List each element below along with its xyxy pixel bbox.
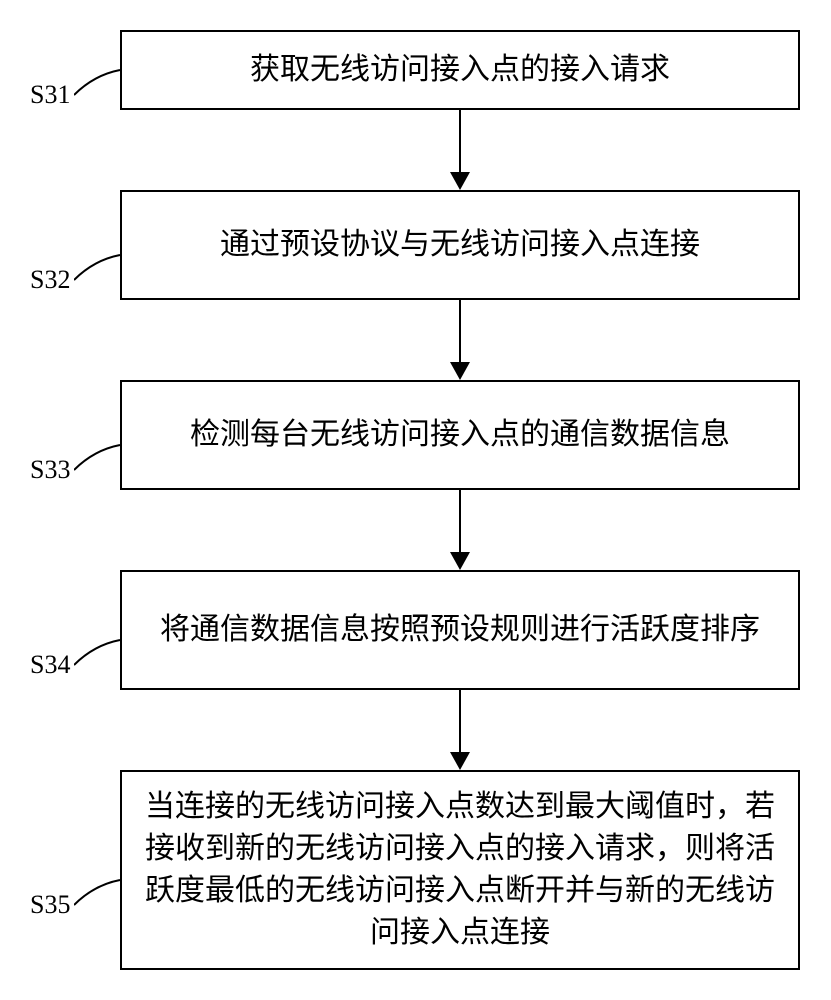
arrow-3 (459, 490, 461, 552)
step-label-s31: S31 (30, 80, 70, 110)
arrow-head-1 (450, 172, 470, 190)
step-box-s31: 获取无线访问接入点的接入请求 (120, 30, 800, 110)
label-connector-s31 (74, 60, 124, 110)
step-text-s31: 获取无线访问接入点的接入请求 (250, 49, 670, 91)
label-connector-s35 (74, 870, 124, 920)
label-connector-s34 (74, 630, 124, 680)
label-connector-s32 (74, 245, 124, 295)
arrow-head-3 (450, 552, 470, 570)
step-label-s33: S33 (30, 455, 70, 485)
flowchart-diagram: 获取无线访问接入点的接入请求 S31 通过预设协议与无线访问接入点连接 S32 … (0, 0, 831, 1000)
arrow-head-2 (450, 362, 470, 380)
arrow-2 (459, 300, 461, 362)
step-text-s35: 当连接的无线访问接入点数达到最大阈值时，若接收到新的无线访问接入点的接入请求，则… (142, 786, 778, 954)
step-text-s34: 将通信数据信息按照预设规则进行活跃度排序 (160, 609, 760, 651)
step-text-s33: 检测每台无线访问接入点的通信数据信息 (190, 414, 730, 456)
step-box-s35: 当连接的无线访问接入点数达到最大阈值时，若接收到新的无线访问接入点的接入请求，则… (120, 770, 800, 970)
arrow-1 (459, 110, 461, 172)
arrow-head-4 (450, 752, 470, 770)
step-box-s32: 通过预设协议与无线访问接入点连接 (120, 190, 800, 300)
step-box-s34: 将通信数据信息按照预设规则进行活跃度排序 (120, 570, 800, 690)
step-box-s33: 检测每台无线访问接入点的通信数据信息 (120, 380, 800, 490)
step-text-s32: 通过预设协议与无线访问接入点连接 (220, 224, 700, 266)
label-connector-s33 (74, 435, 124, 485)
step-label-s32: S32 (30, 265, 70, 295)
arrow-4 (459, 690, 461, 752)
step-label-s34: S34 (30, 650, 70, 680)
step-label-s35: S35 (30, 890, 70, 920)
